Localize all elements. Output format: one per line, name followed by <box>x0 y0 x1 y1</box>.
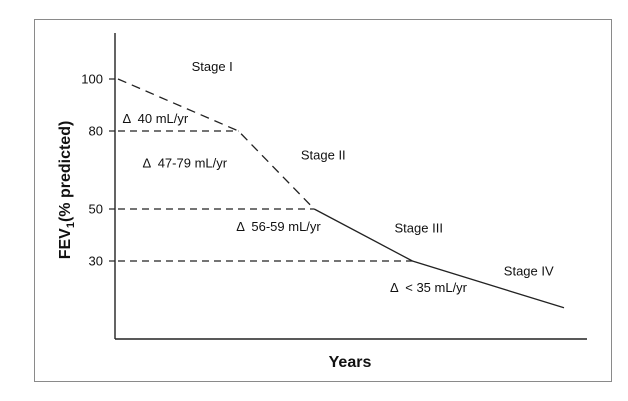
stage-labels: Stage I Stage II Stage III Stage IV <box>192 59 554 278</box>
y-ticks: 100 80 50 30 <box>81 72 115 269</box>
figure-frame <box>34 19 612 382</box>
reference-lines <box>118 130 413 262</box>
decline-curves <box>117 78 565 309</box>
x-axis-title: Years <box>329 354 372 371</box>
rate-annotation-2: Δ 47-79 mL/yr <box>143 155 228 170</box>
y-tick-label-30: 30 <box>89 254 103 269</box>
decline-curve-dashed <box>117 78 315 210</box>
rate-annotation-1: Δ 40 mL/yr <box>122 111 188 126</box>
stage-label-3: Stage III <box>395 220 443 235</box>
rate-annotations: Δ 40 mL/yr Δ 47-79 mL/yr Δ 56-59 mL/yr Δ < … <box>122 111 467 295</box>
rate-annotation-4: Δ < 35 mL/yr <box>390 280 468 295</box>
y-axis-title: FEV1(% predicted) <box>57 121 77 260</box>
decline-curve-solid <box>313 208 565 309</box>
stage-label-4: Stage IV <box>504 263 554 278</box>
rate-annotation-3: Δ 56-59 mL/yr <box>236 219 321 234</box>
stage-label-2: Stage II <box>301 148 346 163</box>
y-axis-title-rest: (% predicted) <box>57 121 74 222</box>
stage-label-1: Stage I <box>192 59 233 74</box>
y-tick-label-100: 100 <box>81 72 103 87</box>
y-axis-title-subscript: 1 <box>65 222 77 228</box>
y-axis-title-main: FEV <box>57 228 74 259</box>
y-tick-label-50: 50 <box>89 202 103 217</box>
y-tick-label-80: 80 <box>89 124 103 139</box>
